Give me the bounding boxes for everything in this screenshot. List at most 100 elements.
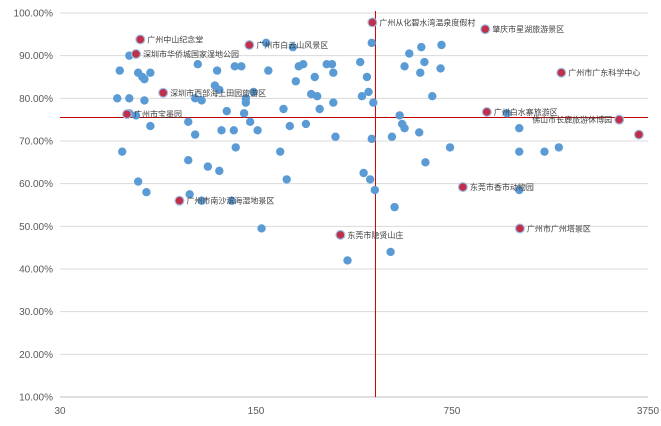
data-point <box>329 68 338 77</box>
data-point <box>515 185 524 195</box>
data-point <box>185 190 194 199</box>
x-tick-label: 30 <box>54 406 66 417</box>
data-point <box>515 147 524 156</box>
data-point <box>227 196 237 205</box>
data-point <box>357 92 367 101</box>
data-point <box>327 59 337 69</box>
highlighted-point <box>174 195 185 206</box>
data-point <box>386 247 395 257</box>
data-point <box>230 62 239 71</box>
highlighted-point <box>244 39 255 50</box>
data-point <box>369 98 378 107</box>
point-label: 广州市南沙滨海湿地景区 <box>186 196 274 206</box>
y-axis-ticks: 10.00% 20.00% 30.00% 40.00% 50.00% 60.00% 70.0… <box>14 9 54 404</box>
data-point <box>257 224 266 233</box>
y-tick-label: 30.00% <box>19 307 53 318</box>
point-label: 东莞市隐贤山庄 <box>347 230 403 240</box>
y-tick-label: 80.00% <box>19 94 53 105</box>
data-point <box>364 87 373 97</box>
data-point <box>133 177 143 186</box>
point-label: 肇庆市星湖旅游景区 <box>492 24 564 34</box>
data-point <box>212 66 222 75</box>
data-point <box>146 121 155 131</box>
data-point <box>190 130 200 139</box>
data-point <box>436 64 445 73</box>
data-point <box>502 109 512 118</box>
data-point <box>301 119 311 129</box>
point-label: 深圳市西部海上田园旅游区 <box>170 88 266 98</box>
highlighted-point <box>131 48 142 59</box>
point-label: 广州白水寨旅游区 <box>494 107 558 117</box>
point-label: 东莞市香市动物园 <box>470 182 534 192</box>
data-point <box>190 94 200 103</box>
data-point <box>237 62 246 71</box>
data-point <box>279 104 288 114</box>
data-point <box>217 126 226 135</box>
point-label: 广州市广东科学中心 <box>568 68 640 78</box>
data-point <box>241 98 251 107</box>
data-point <box>390 202 399 212</box>
point-label: 佛山市长鹿旅游休博园 <box>532 115 612 125</box>
x-axis-ticks: 30 150 750 3750 <box>54 406 659 417</box>
data-point <box>515 124 524 133</box>
data-point <box>310 72 319 82</box>
data-point <box>329 98 338 107</box>
data-point <box>416 68 425 77</box>
highlighted-point <box>457 182 468 193</box>
data-point <box>343 256 352 265</box>
data-point <box>197 196 206 205</box>
y-tick-label: 70.00% <box>19 137 53 148</box>
data-point <box>249 87 258 97</box>
data-point <box>229 126 238 135</box>
data-point <box>253 126 262 135</box>
highlighted-point <box>480 24 491 35</box>
data-point <box>437 40 446 50</box>
data-point <box>203 162 213 171</box>
data-point <box>142 188 151 197</box>
data-point <box>239 109 249 118</box>
data-point <box>362 72 372 82</box>
data-point <box>193 59 202 69</box>
y-tick-label: 100.00% <box>14 9 54 20</box>
data-point <box>315 104 324 114</box>
data-point <box>365 175 375 184</box>
highlighted-point <box>135 34 146 45</box>
data-point <box>115 66 124 75</box>
data-point <box>215 166 224 176</box>
data-point <box>264 66 273 75</box>
highlighted-point <box>514 223 525 234</box>
point-label: 广州中山纪念堂 <box>147 34 203 44</box>
point-label: 广州市宝墨园 <box>134 109 182 119</box>
data-point <box>313 92 322 101</box>
y-tick-label: 50.00% <box>19 222 53 233</box>
data-point <box>400 124 409 133</box>
data-point <box>540 147 549 156</box>
data-point <box>131 111 141 120</box>
highlighted-point <box>158 87 169 98</box>
point-label: 广州市白云山风景区 <box>256 40 328 50</box>
data-point <box>356 57 365 67</box>
point-label: 广州市广州塔景区 <box>527 223 591 233</box>
data-point <box>395 111 404 120</box>
data-point <box>197 96 206 105</box>
y-tick-label: 20.00% <box>19 350 53 361</box>
highlighted-point <box>367 17 378 28</box>
data-point <box>285 121 295 131</box>
point-label: 深圳市华侨城国家湿地公园 <box>143 49 239 59</box>
gridlines <box>60 12 648 398</box>
highlighted-point <box>633 129 644 140</box>
highlighted-point <box>556 67 567 78</box>
point-label: 广州从化碧水湾温泉度假村 <box>379 17 475 27</box>
data-point <box>370 185 380 195</box>
reference-lines <box>60 11 648 397</box>
x-tick-label: 150 <box>248 406 265 417</box>
data-point <box>184 117 193 127</box>
data-point <box>125 94 134 103</box>
data-point <box>420 57 429 67</box>
data-point <box>417 42 426 52</box>
y-tick-label: 90.00% <box>19 51 53 62</box>
highlighted-point <box>614 114 625 125</box>
data-point <box>282 175 291 184</box>
